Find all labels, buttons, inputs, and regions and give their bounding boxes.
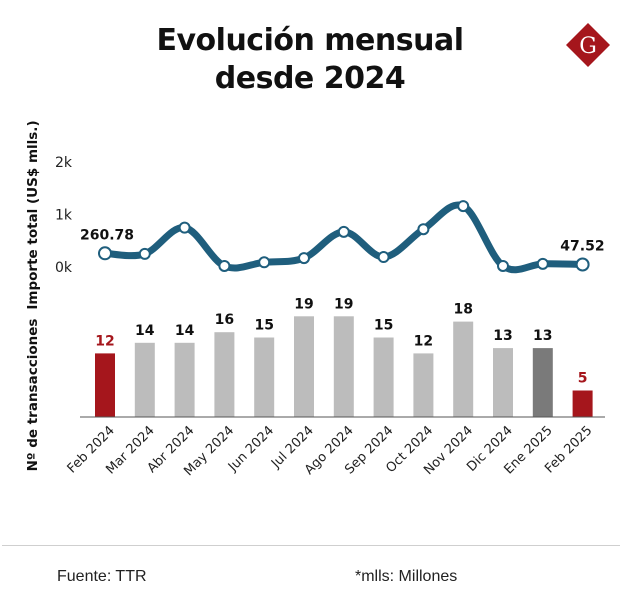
bar bbox=[333, 316, 354, 417]
bar-value-label: 15 bbox=[254, 318, 273, 334]
line-point bbox=[457, 200, 470, 213]
y-tick-label: 2k bbox=[55, 155, 73, 171]
line-point bbox=[178, 221, 191, 234]
chart-title: Evolución mensual desde 2024 bbox=[0, 22, 620, 98]
source-text: Fuente: TTR bbox=[57, 568, 147, 585]
chart-area: Importe total (US$ mlls.) Nº de transacc… bbox=[25, 120, 605, 479]
bar bbox=[532, 348, 553, 417]
line-point bbox=[497, 259, 509, 272]
line-data-label: 47.52 bbox=[560, 239, 604, 255]
line-point bbox=[417, 223, 430, 236]
bar-value-label: 18 bbox=[453, 302, 472, 318]
bar-value-label: 13 bbox=[533, 328, 552, 344]
line-point bbox=[98, 246, 112, 261]
line-point bbox=[258, 256, 271, 269]
line-point bbox=[218, 259, 231, 272]
bar bbox=[174, 342, 195, 417]
logo-icon: G bbox=[566, 23, 610, 67]
bar-y-axis-label: Nº de transacciones bbox=[25, 319, 41, 472]
y-tick-label: 0k bbox=[55, 260, 73, 276]
bar bbox=[214, 332, 235, 417]
logo-letter: G bbox=[579, 34, 597, 59]
title-line-1: Evolución mensual bbox=[156, 23, 464, 58]
line-point bbox=[337, 225, 350, 238]
logo-diamond bbox=[566, 23, 610, 67]
bar bbox=[493, 348, 513, 417]
line-data-label: 260.78 bbox=[80, 227, 134, 243]
bar bbox=[95, 353, 115, 417]
bar-value-label: 14 bbox=[135, 323, 155, 339]
bar-value-label: 14 bbox=[175, 323, 195, 339]
line-point bbox=[298, 252, 310, 265]
bar-value-label: 19 bbox=[334, 296, 353, 312]
bar bbox=[134, 342, 155, 417]
bar bbox=[373, 337, 394, 417]
bar bbox=[413, 353, 434, 417]
title-line-2: desde 2024 bbox=[214, 61, 406, 96]
bar-value-label: 5 bbox=[578, 371, 588, 387]
y-tick-label: 1k bbox=[55, 208, 73, 224]
bar bbox=[294, 316, 314, 417]
line-point bbox=[377, 251, 390, 264]
footer-divider bbox=[2, 545, 620, 546]
bar-value-label: 12 bbox=[95, 333, 114, 349]
line-point bbox=[138, 247, 151, 260]
note-text: *mlls: Millones bbox=[355, 568, 458, 585]
bar bbox=[254, 337, 275, 417]
bar-value-label: 13 bbox=[493, 328, 512, 344]
line-y-axis-label: Importe total (US$ mlls.) bbox=[25, 120, 41, 309]
bar-value-label: 15 bbox=[374, 318, 393, 334]
line-point bbox=[536, 257, 549, 270]
bar-value-label: 16 bbox=[215, 312, 234, 328]
bar bbox=[453, 321, 474, 417]
bar-value-label: 19 bbox=[294, 296, 313, 312]
bar bbox=[572, 390, 593, 417]
bar-value-label: 12 bbox=[414, 333, 433, 349]
line-point bbox=[575, 257, 590, 272]
